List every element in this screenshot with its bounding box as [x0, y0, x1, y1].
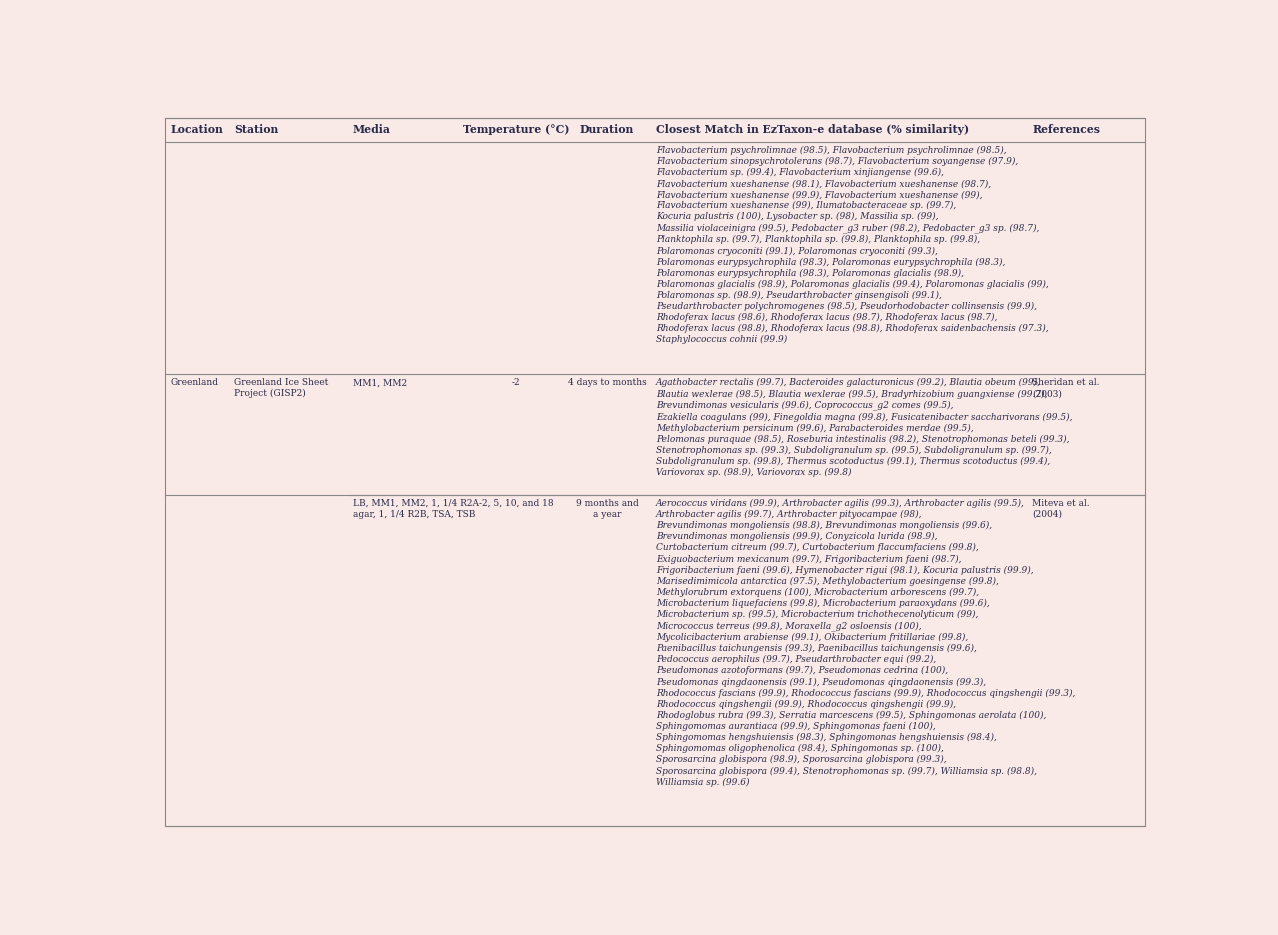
Text: References: References	[1033, 124, 1100, 136]
Text: 4 days to months: 4 days to months	[567, 379, 647, 387]
Text: LB, MM1, MM2, 1, 1/4 R2A
agar, 1, 1/4 R2B, TSA, TSB: LB, MM1, MM2, 1, 1/4 R2A agar, 1, 1/4 R2…	[353, 499, 479, 519]
Text: Duration: Duration	[580, 124, 634, 136]
Text: Location: Location	[171, 124, 224, 136]
Text: Agathobacter rectalis (99.7), Bacteroides galacturonicus (99.2), Blautia obeum (: Agathobacter rectalis (99.7), Bacteroide…	[656, 379, 1072, 477]
Text: Closest Match in EzTaxon-e database (% similarity): Closest Match in EzTaxon-e database (% s…	[656, 124, 969, 136]
Text: Greenland Ice Sheet
Project (GISP2): Greenland Ice Sheet Project (GISP2)	[234, 379, 328, 398]
Text: MM1, MM2: MM1, MM2	[353, 379, 406, 387]
Text: 9 months and
a year: 9 months and a year	[575, 499, 638, 519]
Text: Aerococcus viridans (99.9), Arthrobacter agilis (99.3), Arthrobacter agilis (99.: Aerococcus viridans (99.9), Arthrobacter…	[656, 499, 1075, 786]
Text: Flavobacterium psychrolimnae (98.5), Flavobacterium psychrolimnae (98.5),
Flavob: Flavobacterium psychrolimnae (98.5), Fla…	[656, 146, 1049, 344]
Text: Sheridan et al.
(2003): Sheridan et al. (2003)	[1033, 379, 1100, 398]
Text: Media: Media	[353, 124, 391, 136]
Text: Miteva et al.
(2004): Miteva et al. (2004)	[1033, 499, 1090, 519]
Text: Station: Station	[234, 124, 279, 136]
Text: Temperature (°C): Temperature (°C)	[463, 124, 570, 136]
Text: -2: -2	[512, 379, 520, 387]
Text: -2, 5, 10, and 18: -2, 5, 10, and 18	[479, 499, 553, 508]
Text: Greenland: Greenland	[171, 379, 219, 387]
